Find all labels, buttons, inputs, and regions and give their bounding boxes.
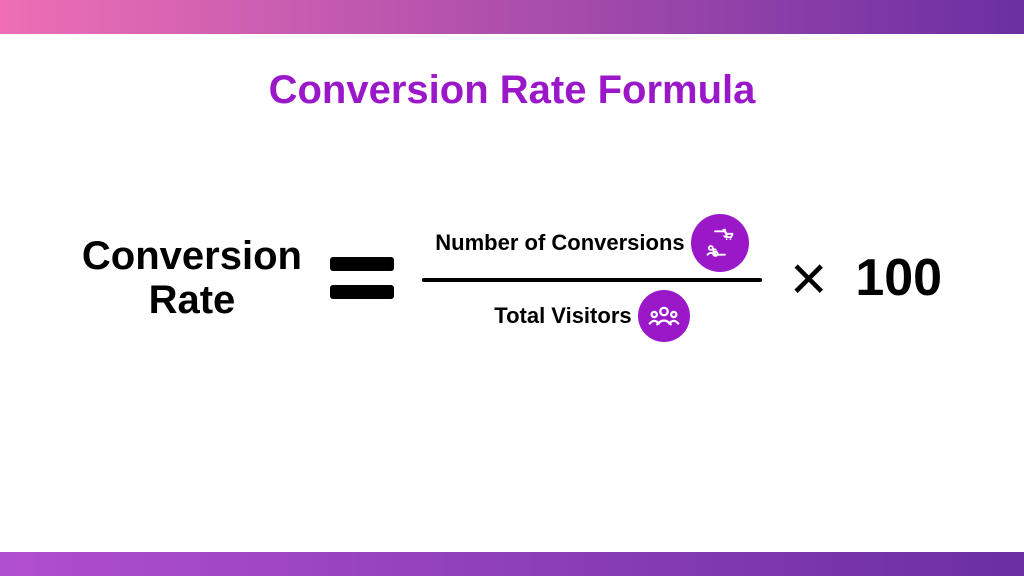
lhs-line2: Rate	[82, 278, 302, 322]
bottom-gradient-bar	[0, 552, 1024, 576]
denominator-row: Total Visitors	[494, 282, 689, 342]
numerator-row: Number of Conversions	[435, 214, 748, 278]
lhs-line1: Conversion	[82, 234, 302, 278]
page-title: Conversion Rate Formula	[0, 68, 1024, 113]
equals-sign	[330, 257, 394, 299]
numerator-text: Number of Conversions	[435, 230, 684, 256]
formula-row: Conversion Rate Number of Conversions	[0, 214, 1024, 342]
top-gradient-bar	[0, 0, 1024, 34]
constant-100: 100	[855, 252, 942, 304]
visitors-icon	[638, 290, 690, 342]
svg-text:$: $	[714, 252, 716, 256]
content-area: Conversion Rate Formula Conversion Rate …	[0, 34, 1024, 552]
formula-fraction: Number of Conversions	[422, 214, 762, 342]
equals-bar	[330, 285, 394, 299]
formula-lhs: Conversion Rate	[82, 234, 302, 322]
equals-bar	[330, 257, 394, 271]
multiply-symbol: ×	[790, 246, 827, 310]
denominator-text: Total Visitors	[494, 303, 631, 329]
conversions-icon: $	[691, 214, 749, 272]
